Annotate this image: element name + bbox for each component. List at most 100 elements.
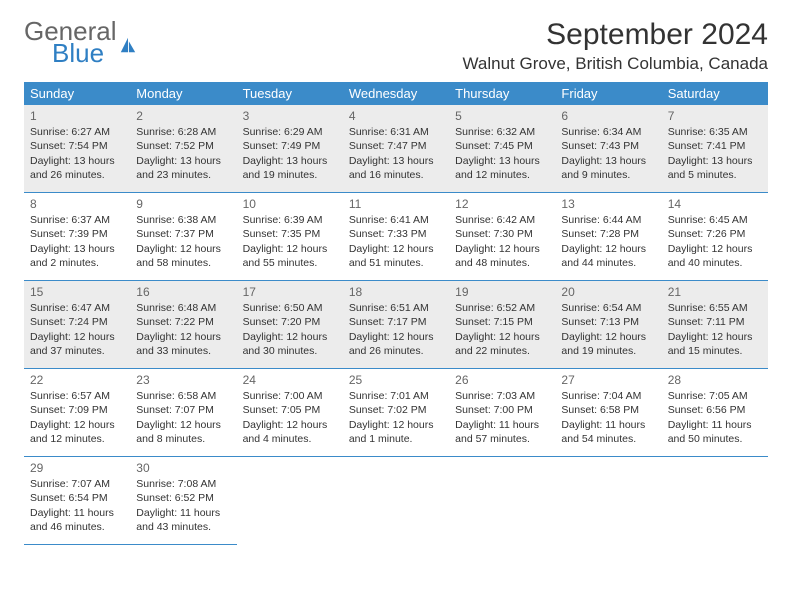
daylight-line: Daylight: 12 hours and 1 minute. <box>349 418 443 446</box>
sunrise-line: Sunrise: 6:52 AM <box>455 301 549 315</box>
day-number: 23 <box>136 372 230 388</box>
sunrise-line: Sunrise: 6:47 AM <box>30 301 124 315</box>
weekday-header: Monday <box>130 82 236 105</box>
daylight-line: Daylight: 12 hours and 15 minutes. <box>668 330 762 358</box>
sunset-line: Sunset: 7:45 PM <box>455 139 549 153</box>
logo: General Blue <box>24 18 137 66</box>
sunset-line: Sunset: 7:05 PM <box>243 403 337 417</box>
daylight-line: Daylight: 12 hours and 44 minutes. <box>561 242 655 270</box>
day-number: 11 <box>349 196 443 212</box>
day-number: 19 <box>455 284 549 300</box>
day-number: 2 <box>136 108 230 124</box>
daylight-line: Daylight: 11 hours and 46 minutes. <box>30 506 124 534</box>
calendar-day: 11Sunrise: 6:41 AMSunset: 7:33 PMDayligh… <box>343 193 449 281</box>
sunset-line: Sunset: 6:54 PM <box>30 491 124 505</box>
calendar-day: 20Sunrise: 6:54 AMSunset: 7:13 PMDayligh… <box>555 281 661 369</box>
weekday-header: Friday <box>555 82 661 105</box>
calendar-day: 21Sunrise: 6:55 AMSunset: 7:11 PMDayligh… <box>662 281 768 369</box>
sunrise-line: Sunrise: 6:31 AM <box>349 125 443 139</box>
calendar-day: 17Sunrise: 6:50 AMSunset: 7:20 PMDayligh… <box>237 281 343 369</box>
sunset-line: Sunset: 7:33 PM <box>349 227 443 241</box>
sunset-line: Sunset: 7:00 PM <box>455 403 549 417</box>
sunset-line: Sunset: 7:28 PM <box>561 227 655 241</box>
day-number: 1 <box>30 108 124 124</box>
sunrise-line: Sunrise: 7:07 AM <box>30 477 124 491</box>
daylight-line: Daylight: 12 hours and 51 minutes. <box>349 242 443 270</box>
calendar-day: 9Sunrise: 6:38 AMSunset: 7:37 PMDaylight… <box>130 193 236 281</box>
daylight-line: Daylight: 13 hours and 23 minutes. <box>136 154 230 182</box>
sunrise-line: Sunrise: 7:08 AM <box>136 477 230 491</box>
sunset-line: Sunset: 7:35 PM <box>243 227 337 241</box>
sunset-line: Sunset: 7:24 PM <box>30 315 124 329</box>
day-number: 20 <box>561 284 655 300</box>
sunset-line: Sunset: 6:56 PM <box>668 403 762 417</box>
sunset-line: Sunset: 7:07 PM <box>136 403 230 417</box>
daylight-line: Daylight: 12 hours and 37 minutes. <box>30 330 124 358</box>
day-number: 29 <box>30 460 124 476</box>
sunset-line: Sunset: 7:15 PM <box>455 315 549 329</box>
calendar-day: 18Sunrise: 6:51 AMSunset: 7:17 PMDayligh… <box>343 281 449 369</box>
calendar-day: 23Sunrise: 6:58 AMSunset: 7:07 PMDayligh… <box>130 369 236 457</box>
day-number: 16 <box>136 284 230 300</box>
sunset-line: Sunset: 7:20 PM <box>243 315 337 329</box>
sunrise-line: Sunrise: 6:35 AM <box>668 125 762 139</box>
sunset-line: Sunset: 7:02 PM <box>349 403 443 417</box>
daylight-line: Daylight: 12 hours and 22 minutes. <box>455 330 549 358</box>
sunrise-line: Sunrise: 7:04 AM <box>561 389 655 403</box>
daylight-line: Daylight: 13 hours and 19 minutes. <box>243 154 337 182</box>
day-number: 25 <box>349 372 443 388</box>
sunrise-line: Sunrise: 7:00 AM <box>243 389 337 403</box>
logo-text: General Blue <box>24 18 117 66</box>
day-number: 6 <box>561 108 655 124</box>
calendar-day: 25Sunrise: 7:01 AMSunset: 7:02 PMDayligh… <box>343 369 449 457</box>
calendar-day: 6Sunrise: 6:34 AMSunset: 7:43 PMDaylight… <box>555 105 661 193</box>
calendar-body: 1Sunrise: 6:27 AMSunset: 7:54 PMDaylight… <box>24 105 768 545</box>
daylight-line: Daylight: 12 hours and 33 minutes. <box>136 330 230 358</box>
sunrise-line: Sunrise: 6:48 AM <box>136 301 230 315</box>
day-number: 10 <box>243 196 337 212</box>
calendar-day: 26Sunrise: 7:03 AMSunset: 7:00 PMDayligh… <box>449 369 555 457</box>
calendar-day: 30Sunrise: 7:08 AMSunset: 6:52 PMDayligh… <box>130 457 236 545</box>
sunset-line: Sunset: 7:30 PM <box>455 227 549 241</box>
daylight-line: Daylight: 11 hours and 43 minutes. <box>136 506 230 534</box>
calendar-day: 24Sunrise: 7:00 AMSunset: 7:05 PMDayligh… <box>237 369 343 457</box>
daylight-line: Daylight: 12 hours and 58 minutes. <box>136 242 230 270</box>
sunset-line: Sunset: 7:54 PM <box>30 139 124 153</box>
daylight-line: Daylight: 12 hours and 26 minutes. <box>349 330 443 358</box>
calendar-day: 7Sunrise: 6:35 AMSunset: 7:41 PMDaylight… <box>662 105 768 193</box>
day-number: 3 <box>243 108 337 124</box>
sunrise-line: Sunrise: 6:39 AM <box>243 213 337 227</box>
day-number: 13 <box>561 196 655 212</box>
day-number: 17 <box>243 284 337 300</box>
daylight-line: Daylight: 13 hours and 9 minutes. <box>561 154 655 182</box>
calendar-empty <box>449 457 555 545</box>
sunset-line: Sunset: 7:17 PM <box>349 315 443 329</box>
day-number: 14 <box>668 196 762 212</box>
calendar-empty <box>555 457 661 545</box>
day-number: 9 <box>136 196 230 212</box>
calendar-day: 28Sunrise: 7:05 AMSunset: 6:56 PMDayligh… <box>662 369 768 457</box>
day-number: 12 <box>455 196 549 212</box>
month-title: September 2024 <box>462 18 768 52</box>
daylight-line: Daylight: 12 hours and 30 minutes. <box>243 330 337 358</box>
calendar-day: 3Sunrise: 6:29 AMSunset: 7:49 PMDaylight… <box>237 105 343 193</box>
sunrise-line: Sunrise: 6:42 AM <box>455 213 549 227</box>
daylight-line: Daylight: 12 hours and 4 minutes. <box>243 418 337 446</box>
sunset-line: Sunset: 7:47 PM <box>349 139 443 153</box>
calendar-empty <box>343 457 449 545</box>
daylight-line: Daylight: 12 hours and 19 minutes. <box>561 330 655 358</box>
calendar-header-row: SundayMondayTuesdayWednesdayThursdayFrid… <box>24 82 768 105</box>
weekday-header: Saturday <box>662 82 768 105</box>
daylight-line: Daylight: 13 hours and 26 minutes. <box>30 154 124 182</box>
day-number: 5 <box>455 108 549 124</box>
sunrise-line: Sunrise: 6:57 AM <box>30 389 124 403</box>
calendar-day: 13Sunrise: 6:44 AMSunset: 7:28 PMDayligh… <box>555 193 661 281</box>
sunrise-line: Sunrise: 6:27 AM <box>30 125 124 139</box>
daylight-line: Daylight: 13 hours and 12 minutes. <box>455 154 549 182</box>
calendar-day: 1Sunrise: 6:27 AMSunset: 7:54 PMDaylight… <box>24 105 130 193</box>
sunset-line: Sunset: 7:11 PM <box>668 315 762 329</box>
sunset-line: Sunset: 7:09 PM <box>30 403 124 417</box>
daylight-line: Daylight: 12 hours and 8 minutes. <box>136 418 230 446</box>
sunset-line: Sunset: 7:41 PM <box>668 139 762 153</box>
calendar-day: 2Sunrise: 6:28 AMSunset: 7:52 PMDaylight… <box>130 105 236 193</box>
